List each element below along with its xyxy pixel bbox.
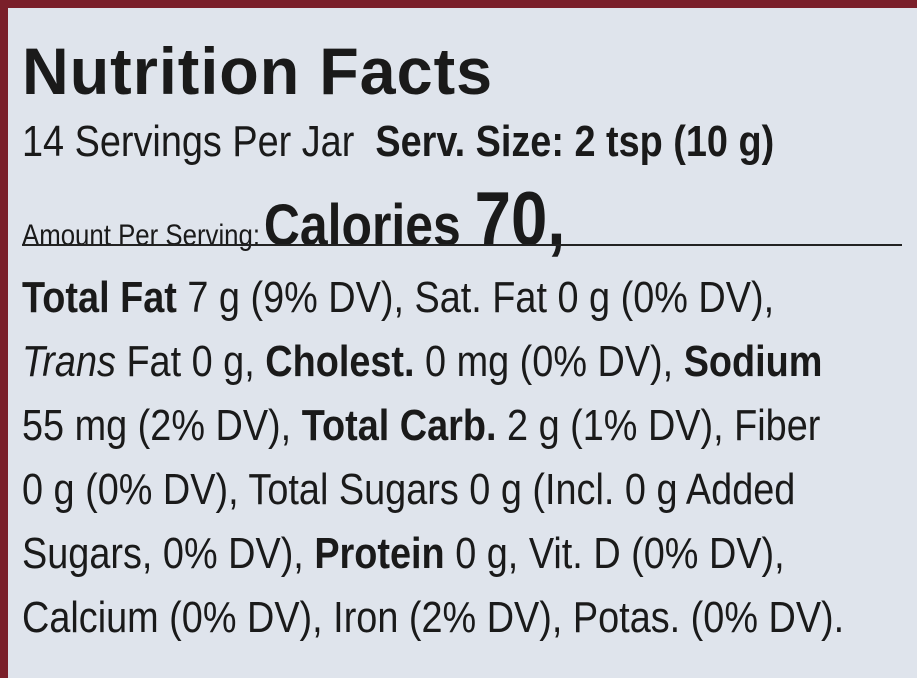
nutrient-text: Protein xyxy=(314,529,445,578)
servings: 14 Servings Per Jar xyxy=(22,117,355,166)
title: Nutrition Facts xyxy=(22,34,494,108)
nutrient-text: 0 mg (0% DV), xyxy=(414,337,684,386)
nutrient-text: 55 mg (2% DV), xyxy=(22,401,302,450)
nutrient-line: Sugars, 0% DV), Protein 0 g, Vit. D (0% … xyxy=(22,532,785,576)
nutrient-line: 55 mg (2% DV), Total Carb. 2 g (1% DV), … xyxy=(22,404,820,448)
calories-row: Amount Per Serving: Calories 70, xyxy=(22,182,565,258)
serving-info: 14 Servings Per Jar Serv. Size: 2 tsp (1… xyxy=(22,120,774,164)
nutrient-text: Fat 0 g, xyxy=(115,337,266,386)
nutrient-text: Sugars, 0% DV), xyxy=(22,529,315,578)
nutrient-text: 0 g (0% DV), Total Sugars 0 g (Incl. 0 g… xyxy=(22,465,796,514)
nutrient-line: Total Fat 7 g (9% DV), Sat. Fat 0 g (0% … xyxy=(22,276,774,320)
nutrient-text: 2 g (1% DV), Fiber xyxy=(496,401,821,450)
nutrient-line: 0 g (0% DV), Total Sugars 0 g (Incl. 0 g… xyxy=(22,468,795,512)
calories-value: 70, xyxy=(474,177,566,262)
nutrient-text: 0 g, Vit. D (0% DV), xyxy=(444,529,785,578)
nutrient-text: Total Carb. xyxy=(301,401,497,450)
nutrient-text: Calcium (0% DV), Iron (2% DV), Potas. (0… xyxy=(22,593,845,642)
nutrient-text: Trans xyxy=(22,337,116,386)
nutrient-line: Calcium (0% DV), Iron (2% DV), Potas. (0… xyxy=(22,596,844,640)
serving-size: Serv. Size: 2 tsp (10 g) xyxy=(375,117,775,166)
divider xyxy=(22,244,902,246)
nutrient-text: Total Fat xyxy=(22,273,177,322)
nutrient-text: Sodium xyxy=(683,337,823,386)
nutrient-text: 7 g (9% DV), Sat. Fat 0 g (0% DV), xyxy=(176,273,775,322)
calories-label: Calories xyxy=(263,193,461,258)
nutrient-text: Cholest. xyxy=(265,337,415,386)
nutrition-label: Nutrition Facts 14 Servings Per Jar Serv… xyxy=(8,8,917,678)
nutrient-line: Trans Fat 0 g, Cholest. 0 mg (0% DV), So… xyxy=(22,340,822,384)
amount-per-serving: Amount Per Serving: xyxy=(22,219,261,252)
